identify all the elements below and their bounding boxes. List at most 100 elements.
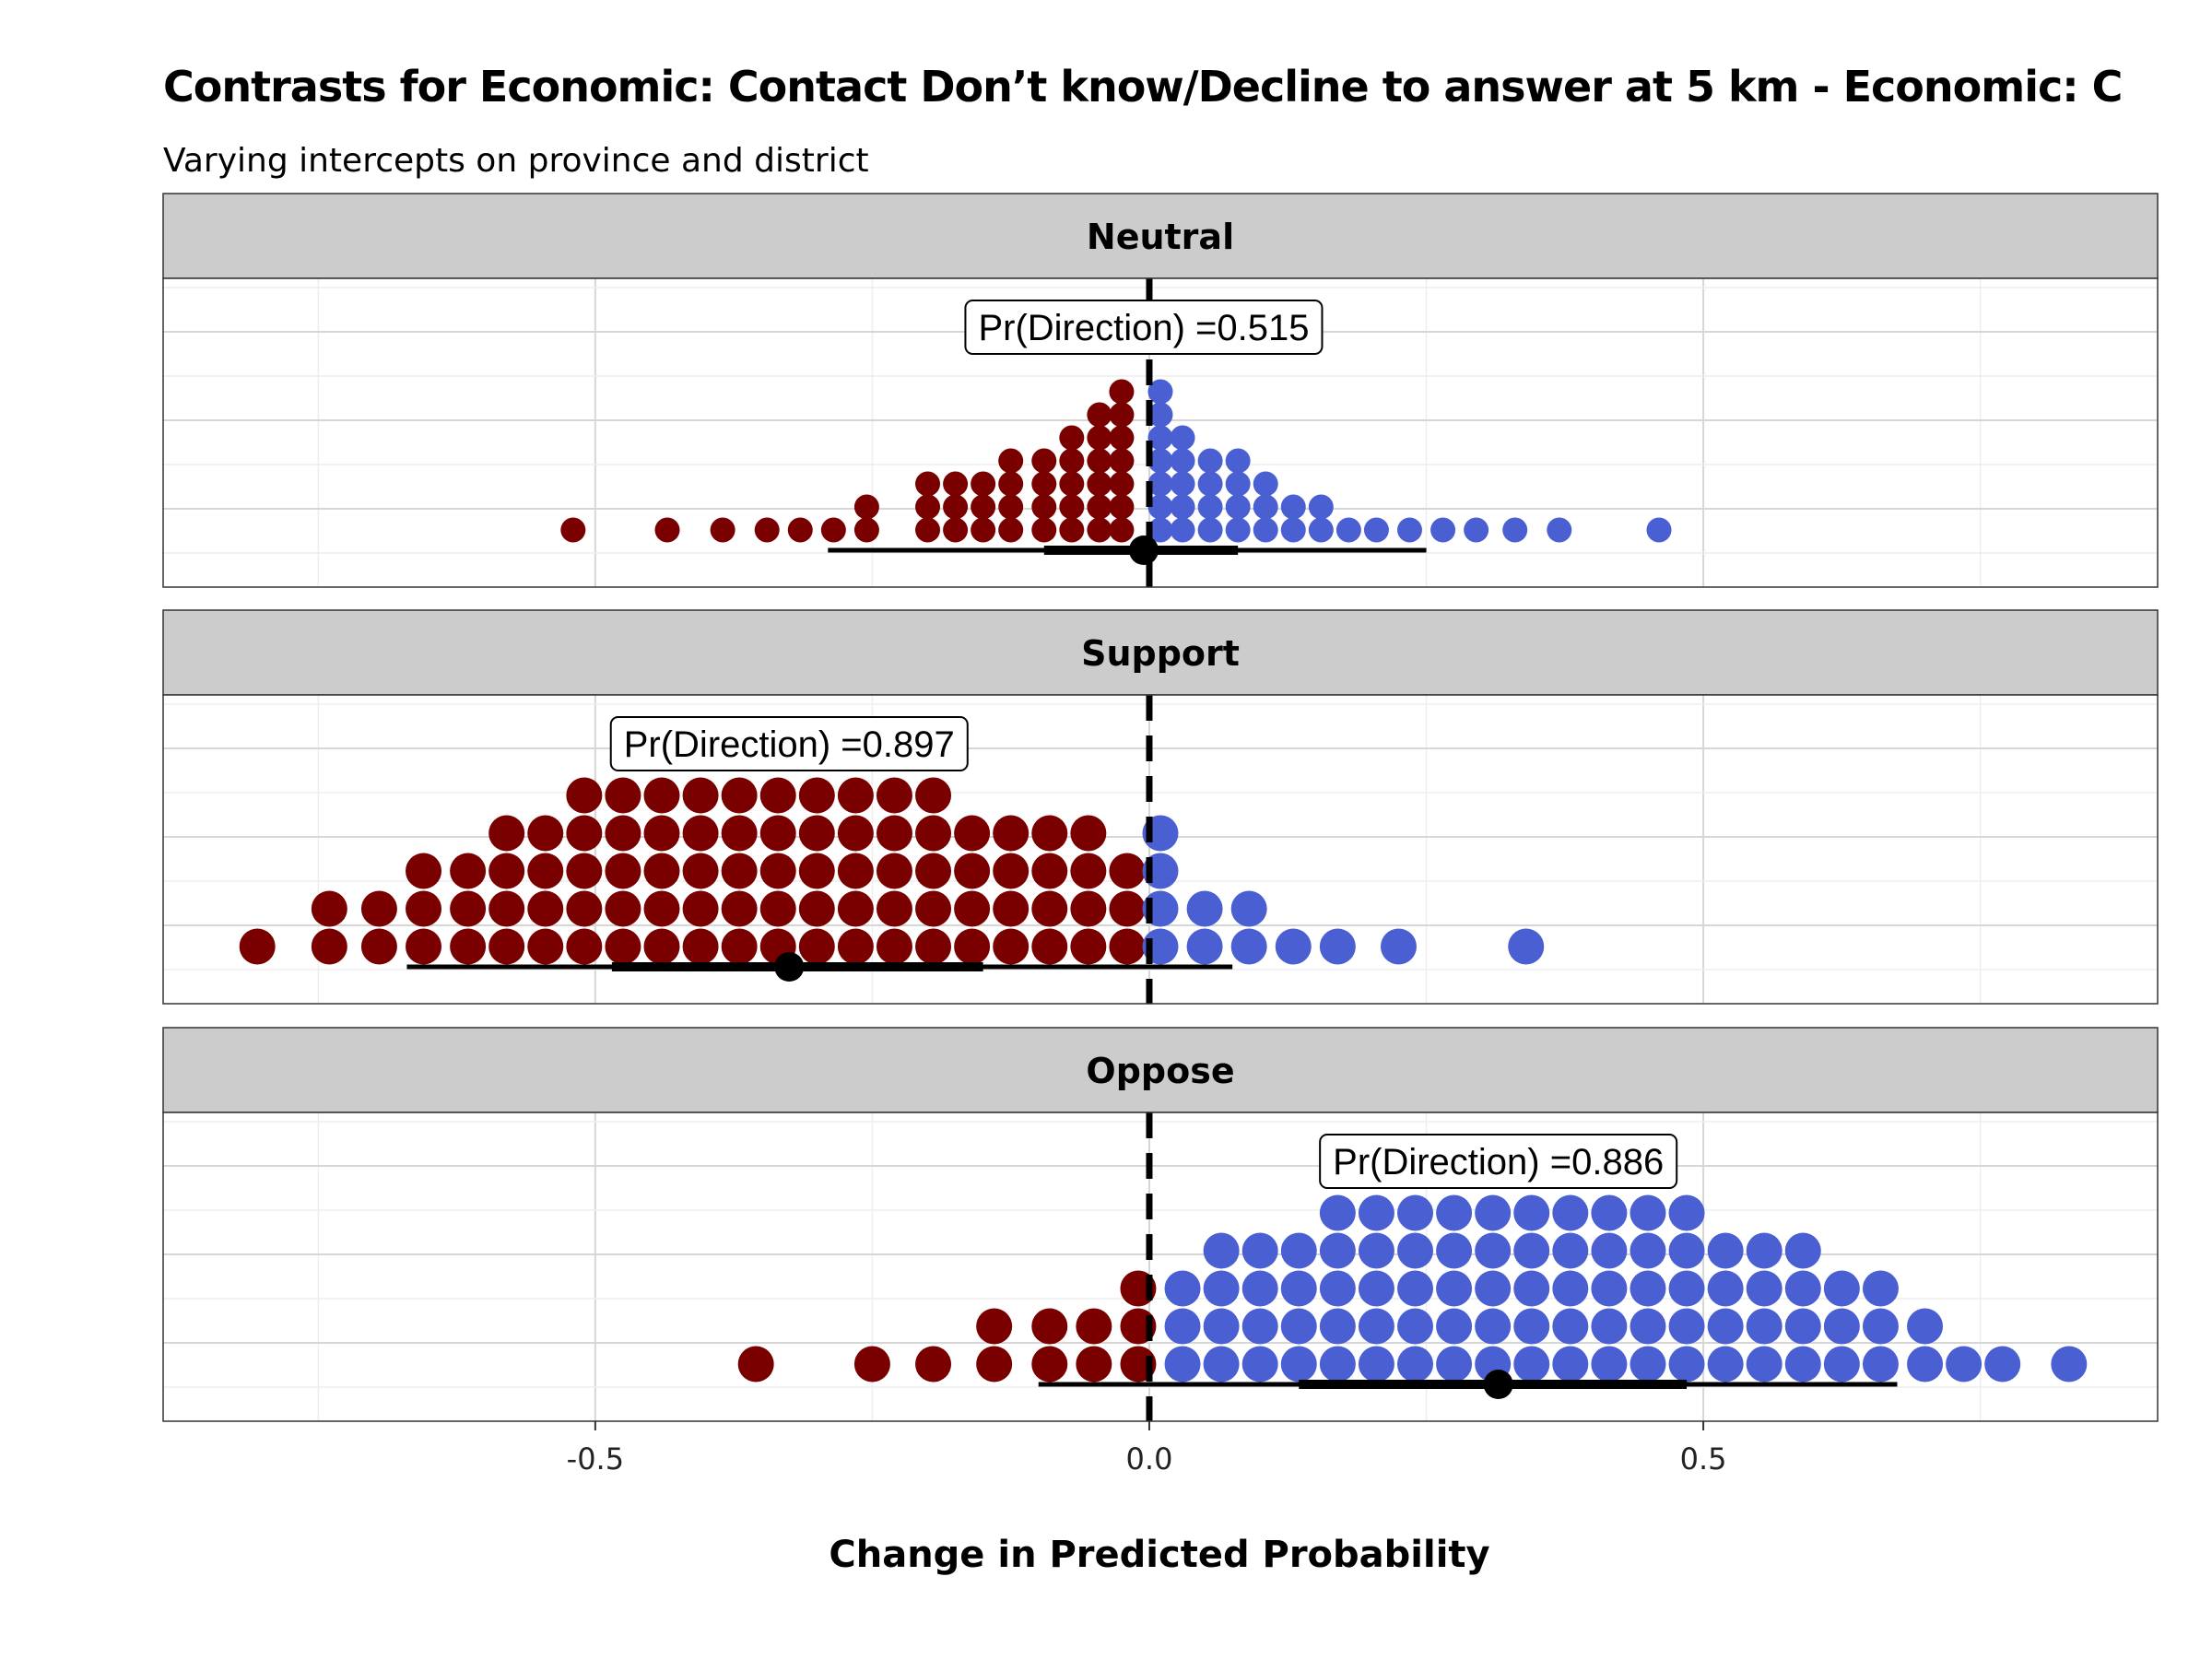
pr-direction-box: [1319, 1134, 1678, 1189]
panel-strip-label: Support: [1081, 633, 1240, 674]
data-dot: [1197, 494, 1223, 520]
data-dot: [1031, 448, 1057, 474]
data-dot: [488, 853, 525, 889]
data-dot: [1109, 425, 1135, 451]
data-dot: [488, 928, 525, 965]
data-dot: [759, 777, 796, 814]
data-dot: [1319, 928, 1356, 965]
data-dot: [1746, 1308, 1783, 1345]
panel-strip-label: Oppose: [1086, 1051, 1234, 1091]
panel-strip: [162, 193, 2159, 279]
data-dot: [1147, 379, 1173, 405]
panel-strip-label: Neutral: [1087, 217, 1234, 257]
data-dot: [1907, 1308, 1944, 1345]
panels: Neutral Pr(Direction) =0.515 Support Pr(Dir…: [162, 193, 2159, 1422]
data-dot: [1225, 517, 1251, 543]
panel-support: Support Pr(Direction) =0.897: [162, 609, 2159, 1005]
data-dot: [1363, 517, 1389, 543]
data-dot: [488, 815, 525, 852]
data-dot: [1076, 1346, 1112, 1382]
data-dot: [853, 517, 879, 543]
data-dot: [1668, 1232, 1705, 1269]
data-dot: [1475, 1270, 1512, 1307]
data-dot: [1630, 1308, 1666, 1345]
data-dot: [915, 890, 952, 927]
data-dot: [998, 471, 1024, 497]
data-dot: [1513, 1346, 1550, 1382]
data-dot: [1280, 1232, 1317, 1269]
data-dot: [1031, 471, 1057, 497]
data-dot: [798, 928, 835, 965]
data-dot: [1630, 1346, 1666, 1382]
data-dot: [1319, 1308, 1356, 1345]
data-dot: [1984, 1346, 2021, 1382]
data-dot: [1241, 1346, 1278, 1382]
data-dot: [1241, 1270, 1278, 1307]
data-dot: [1475, 1194, 1512, 1231]
data-dot: [1059, 471, 1085, 497]
pr-direction-box: [964, 300, 1324, 355]
panel-neutral: Neutral Pr(Direction) =0.515: [162, 193, 2159, 588]
data-dot: [1253, 494, 1278, 520]
data-dot: [643, 928, 680, 965]
data-dot: [1552, 1194, 1589, 1231]
data-dot: [1031, 1346, 1068, 1382]
data-dot: [1547, 517, 1572, 543]
data-dot: [1059, 517, 1085, 543]
data-dot: [1668, 1346, 1705, 1382]
pr-direction-label: Pr(Direction) =0.515: [964, 300, 1324, 355]
data-dot: [853, 1346, 890, 1382]
data-dot: [643, 853, 680, 889]
data-dot: [1358, 1308, 1394, 1345]
data-dot: [1170, 425, 1195, 451]
data-dot: [1147, 448, 1173, 474]
data-dot: [1552, 1308, 1589, 1345]
data-dot: [1147, 494, 1173, 520]
data-dot: [527, 815, 564, 852]
data-dot: [1087, 448, 1112, 474]
data-dot: [759, 853, 796, 889]
data-dot: [1319, 1194, 1356, 1231]
data-dot: [1591, 1308, 1628, 1345]
data-dot: [682, 853, 719, 889]
data-dot: [1031, 853, 1068, 889]
panel-strip: [162, 1027, 2159, 1113]
data-dot: [1436, 1270, 1473, 1307]
data-dot: [943, 471, 969, 497]
data-dot: [1319, 1232, 1356, 1269]
data-dot: [1170, 448, 1195, 474]
data-dot: [682, 815, 719, 852]
data-dot: [971, 471, 996, 497]
data-dot: [1513, 1308, 1550, 1345]
data-dot: [1436, 1194, 1473, 1231]
data-dot: [1197, 448, 1223, 474]
data-dot: [1241, 1232, 1278, 1269]
data-dot: [311, 890, 347, 927]
data-dot: [915, 517, 941, 543]
pr-direction-label: Pr(Direction) =0.886: [1319, 1134, 1678, 1189]
pr-direction-text: Pr(Direction) =0.515: [978, 308, 1309, 348]
data-dot: [837, 928, 874, 965]
panel-background: [163, 1112, 2158, 1421]
data-dot: [798, 777, 835, 814]
x-tick-label: 0.5: [1680, 1441, 1727, 1477]
data-dot: [837, 777, 874, 814]
data-dot: [1358, 1346, 1394, 1382]
data-dot: [566, 890, 603, 927]
data-dot: [1147, 517, 1173, 543]
data-dot: [971, 494, 996, 520]
data-dot: [239, 928, 276, 965]
data-dot: [1253, 517, 1278, 543]
data-dot: [943, 517, 969, 543]
data-dot: [1280, 1346, 1317, 1382]
data-dot: [1164, 1270, 1201, 1307]
data-dot: [1070, 928, 1107, 965]
data-dot: [1862, 1270, 1899, 1307]
data-dot: [1280, 1270, 1317, 1307]
data-dot: [1502, 517, 1528, 543]
data-dot: [915, 1346, 952, 1382]
data-dot: [488, 890, 525, 927]
panel-border: [162, 277, 2159, 588]
panel-gridlines: [163, 1112, 2158, 1421]
data-dot: [1186, 890, 1223, 927]
